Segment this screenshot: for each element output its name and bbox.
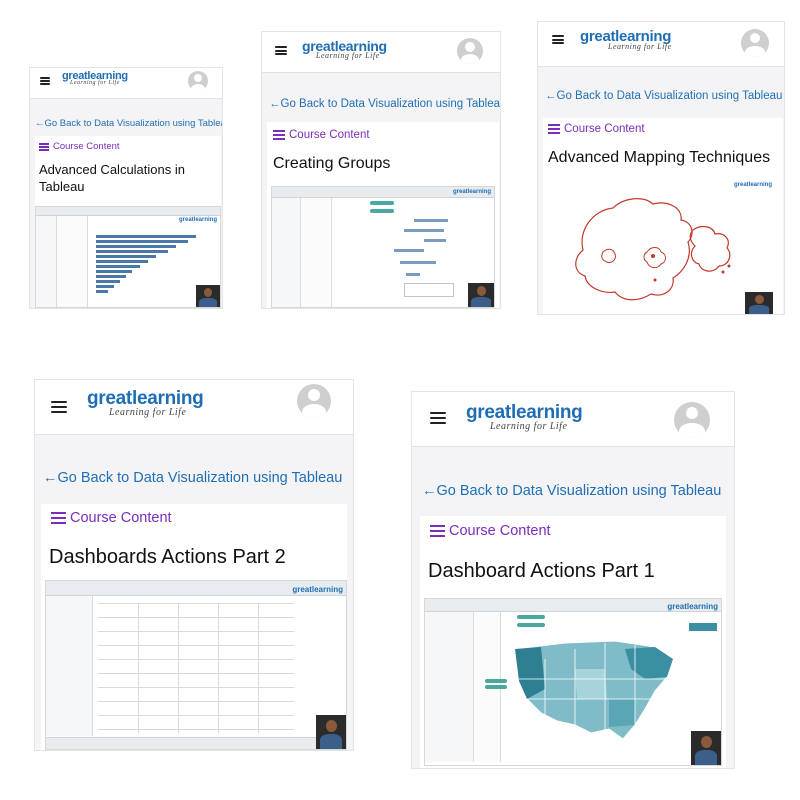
course-content-button[interactable]: Course Content xyxy=(430,523,551,539)
map-outline xyxy=(575,198,731,301)
video-thumbnail[interactable]: greatlearning xyxy=(424,598,722,766)
thumbnail-logo: greatlearning xyxy=(452,189,491,195)
lesson-title: Advanced Mapping Techniques xyxy=(548,149,771,166)
header: greatlearning Learning for Life xyxy=(262,32,500,73)
video-thumbnail[interactable]: greatlearning xyxy=(35,206,221,308)
lesson-title: Dashboard Actions Part 1 xyxy=(428,560,655,582)
brand-name: greatlearning xyxy=(87,388,204,409)
back-link[interactable]: ←Go Back to Data Visualization using Tab… xyxy=(43,470,342,486)
back-link[interactable]: ←Go Back to Data Visualization using Tab… xyxy=(545,90,782,102)
brand-logo: greatlearning Learning for Life xyxy=(580,28,672,51)
back-link[interactable]: ←Go Back to Data Visualization using Tab… xyxy=(269,98,500,110)
back-arrow-icon: ← xyxy=(422,483,437,499)
thumbnail-logo: greatlearning xyxy=(292,585,343,594)
back-link-text: Go Back to Data Visualization using Tabl… xyxy=(556,90,783,102)
video-thumbnail[interactable]: greatlearning xyxy=(45,580,347,750)
back-arrow-icon: ← xyxy=(43,470,58,486)
list-icon xyxy=(430,525,445,537)
brand-logo: greatlearning Learning for Life xyxy=(302,38,387,60)
content-panel: Course Content Creating Groups greatlear… xyxy=(267,122,499,308)
header: greatlearning Learning for Life xyxy=(538,22,784,67)
course-content-button[interactable]: Course Content xyxy=(548,123,645,135)
presenter-video xyxy=(196,285,220,307)
header: greatlearning Learning for Life xyxy=(30,68,222,99)
course-content-label: Course Content xyxy=(53,141,120,152)
thumbnail-logo: greatlearning xyxy=(667,602,718,611)
brand-tagline: Learning for Life xyxy=(490,421,568,432)
brand-logo: greatlearning Learning for Life xyxy=(62,70,128,86)
course-card-4: greatlearning Learning for Life ←Go Back… xyxy=(35,380,353,750)
course-content-button[interactable]: Course Content xyxy=(51,510,172,526)
lesson-title: Dashboards Actions Part 2 xyxy=(49,546,286,568)
bar-chart xyxy=(96,235,216,295)
course-card-1: greatlearning Learning for Life ←Go Back… xyxy=(30,68,222,308)
user-avatar-icon[interactable] xyxy=(741,29,769,57)
brand-name: greatlearning xyxy=(302,38,387,54)
course-card-2: greatlearning Learning for Life ←Go Back… xyxy=(262,32,500,308)
back-link-text: Go Back to Data Visualization using Tabl… xyxy=(57,470,343,486)
content-panel: Course Content Dashboards Actions Part 2… xyxy=(41,504,347,750)
course-card-3: greatlearning Learning for Life ←Go Back… xyxy=(538,22,784,314)
brand-name: greatlearning xyxy=(580,28,672,45)
hamburger-menu-icon[interactable] xyxy=(430,412,446,424)
user-avatar-icon[interactable] xyxy=(457,38,483,64)
content-panel: Course Content Dashboard Actions Part 1 … xyxy=(420,516,726,768)
us-filled-map xyxy=(514,640,674,740)
brand-tagline: Learning for Life xyxy=(608,42,672,51)
video-thumbnail[interactable]: greatlearning xyxy=(543,180,775,314)
list-icon xyxy=(51,512,66,524)
hamburger-menu-icon[interactable] xyxy=(552,35,564,44)
user-avatar-icon[interactable] xyxy=(674,402,710,438)
back-link-text: Go Back to Data Visualization using Tabl… xyxy=(280,98,501,110)
presenter-video xyxy=(316,715,346,749)
brand-tagline: Learning for Life xyxy=(316,51,380,60)
header: greatlearning Learning for Life xyxy=(35,380,353,435)
course-content-label: Course Content xyxy=(70,510,172,526)
crosstab-table xyxy=(98,603,294,733)
course-content-button[interactable]: Course Content xyxy=(39,141,120,152)
back-link-text: Go Back to Data Visualization using Tabl… xyxy=(436,483,722,499)
content-panel: Course Content Advanced Calculations in … xyxy=(35,136,221,308)
thumbnail-logo: greatlearning xyxy=(733,182,772,188)
header: greatlearning Learning for Life xyxy=(412,392,734,447)
presenter-video xyxy=(745,292,773,314)
hamburger-menu-icon[interactable] xyxy=(51,401,67,413)
lesson-title: Creating Groups xyxy=(273,155,391,172)
user-avatar-icon[interactable] xyxy=(188,71,208,91)
gantt-chart xyxy=(334,201,484,301)
brand-name: greatlearning xyxy=(62,70,128,82)
back-arrow-icon: ← xyxy=(269,98,281,110)
video-thumbnail[interactable]: greatlearning xyxy=(271,186,495,308)
back-link[interactable]: ←Go Back to Data Visualization using Tab… xyxy=(422,483,721,499)
brand-tagline: Learning for Life xyxy=(109,407,187,418)
brand-logo: greatlearning Learning for Life xyxy=(466,402,583,432)
list-icon xyxy=(39,142,49,151)
course-content-label: Course Content xyxy=(289,129,370,141)
brand-name: greatlearning xyxy=(466,402,583,423)
brand-tagline: Learning for Life xyxy=(70,80,120,86)
presenter-video xyxy=(468,283,494,307)
back-arrow-icon: ← xyxy=(545,90,557,102)
back-arrow-icon: ← xyxy=(35,118,45,129)
hamburger-menu-icon[interactable] xyxy=(275,46,287,55)
user-avatar-icon[interactable] xyxy=(297,384,331,418)
presenter-video xyxy=(691,731,721,765)
list-icon xyxy=(548,124,560,134)
back-link[interactable]: ←Go Back to Data Visualization using Tab… xyxy=(35,118,222,129)
list-icon xyxy=(273,130,285,140)
course-content-label: Course Content xyxy=(564,123,645,135)
course-card-5: greatlearning Learning for Life ←Go Back… xyxy=(412,392,734,768)
content-panel: Course Content Advanced Mapping Techniqu… xyxy=(543,118,783,314)
lesson-title: Advanced Calculations in Tableau xyxy=(39,162,185,194)
brand-logo: greatlearning Learning for Life xyxy=(87,388,204,418)
course-content-button[interactable]: Course Content xyxy=(273,129,370,141)
thumbnail-logo: greatlearning xyxy=(178,217,217,223)
course-content-label: Course Content xyxy=(449,523,551,539)
back-link-text: Go Back to Data Visualization using Tabl… xyxy=(44,118,223,129)
hamburger-menu-icon[interactable] xyxy=(40,77,50,85)
